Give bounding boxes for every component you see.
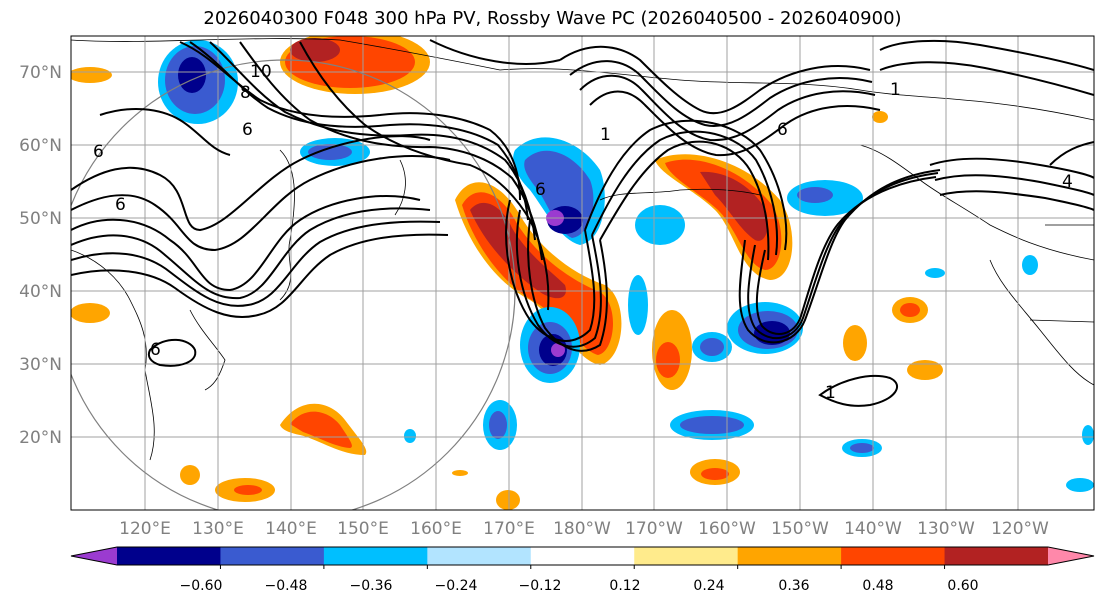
- anomaly-blob: [71, 67, 112, 83]
- lon-label: 170°W: [625, 519, 683, 539]
- lat-label: 50°N: [19, 209, 62, 229]
- lon-label: 120°W: [991, 519, 1049, 539]
- colorbar-segment: [944, 547, 1049, 565]
- colorbar-segment: [841, 547, 946, 565]
- lon-label: 120°E: [119, 519, 171, 539]
- colorbar-outline: [70, 546, 1095, 566]
- contour-label: 1: [825, 383, 836, 403]
- lon-label: 130°E: [192, 519, 244, 539]
- colorbar-tick-label: −0.36: [350, 578, 393, 594]
- anomaly-blob: [680, 416, 744, 434]
- pv-contours: [71, 39, 1094, 407]
- contour-labels: 6 6 10 8 6 6 6 1 6 1 4 1: [93, 62, 1073, 403]
- anomaly-blob: [496, 490, 520, 510]
- colorbar-segment: [323, 547, 428, 565]
- anomaly-blob: [907, 360, 943, 380]
- contour-label: 6: [777, 120, 788, 140]
- colorbar-segment: [427, 547, 532, 565]
- anomaly-blob: [1066, 478, 1094, 492]
- lat-label: 70°N: [19, 63, 62, 83]
- lon-label: 130°W: [917, 519, 975, 539]
- colorbar-tick-label: −0.24: [435, 578, 478, 594]
- anomaly-blob: [900, 303, 920, 317]
- colorbar-extend-low: [71, 547, 117, 565]
- lat-label: 20°N: [19, 428, 62, 448]
- anomaly-blob: [1082, 425, 1094, 445]
- anomaly-blob: [290, 38, 340, 62]
- anomaly-blob: [872, 111, 888, 123]
- lon-label: 140°E: [265, 519, 317, 539]
- anomaly-blob: [1022, 255, 1038, 275]
- colorbar-tick-label: 0.24: [693, 578, 724, 594]
- contour-label: 6: [150, 340, 161, 360]
- anomaly-blob: [656, 342, 680, 378]
- colorbar: [70, 546, 1095, 569]
- anomaly-blob: [701, 468, 729, 480]
- anomaly-blob: [308, 144, 352, 160]
- contour-label: 8: [240, 83, 251, 103]
- colorbar-ticks: −0.60 −0.48 −0.36 −0.24 −0.12 0.12 0.24 …: [180, 578, 979, 594]
- lon-label: 180°W: [553, 519, 611, 539]
- anomaly-blob: [797, 187, 833, 203]
- lon-label: 170°E: [483, 519, 535, 539]
- colorbar-extend-high: [1048, 547, 1094, 565]
- colorbar-segment: [220, 547, 325, 565]
- anomaly-blob: [850, 443, 874, 453]
- lon-label: 160°E: [410, 519, 462, 539]
- anomaly-blob: [551, 343, 565, 357]
- colorbar-tick-label: −0.12: [519, 578, 562, 594]
- anomaly-blob: [489, 411, 507, 439]
- anomaly-blob: [404, 429, 416, 443]
- colorbar-tick-label: −0.60: [180, 578, 223, 594]
- anomaly-blob: [700, 338, 724, 356]
- anomaly-blob: [925, 268, 945, 278]
- anomaly-shading: [71, 36, 1094, 510]
- longitude-labels: 120°E 130°E 140°E 150°E 160°E 170°E 180°…: [119, 519, 1049, 539]
- contour-label: 6: [115, 195, 126, 215]
- coastlines: [71, 38, 1094, 461]
- map-title: 2026040300 F048 300 hPa PV, Rossby Wave …: [203, 8, 902, 29]
- graticule: [71, 36, 1094, 510]
- lat-label: 40°N: [19, 282, 62, 302]
- colorbar-segment: [530, 547, 635, 565]
- anomaly-blob: [452, 470, 468, 476]
- anomaly-blob: [843, 325, 867, 361]
- contour-label: 6: [535, 180, 546, 200]
- contour-label: 4: [1062, 172, 1073, 192]
- colorbar-tick-label: 0.12: [609, 578, 640, 594]
- lon-label: 150°E: [337, 519, 389, 539]
- colorbar-tick-label: 0.36: [778, 578, 809, 594]
- colorbar-segment: [634, 547, 739, 565]
- anomaly-blob: [635, 205, 685, 245]
- lon-label: 150°W: [771, 519, 829, 539]
- contour-label: 10: [250, 62, 272, 82]
- anomaly-blob: [178, 57, 206, 93]
- anomaly-blob: [234, 485, 262, 495]
- anomaly-blob: [290, 411, 352, 448]
- colorbar-tick-label: 0.60: [947, 578, 978, 594]
- contour-label: 6: [242, 120, 253, 140]
- lat-label: 30°N: [19, 355, 62, 375]
- colorbar-tick-label: −0.48: [265, 578, 308, 594]
- lat-label: 60°N: [19, 136, 62, 156]
- colorbar-segment: [117, 547, 221, 565]
- anomaly-blob: [665, 159, 782, 270]
- contour-label: 1: [890, 80, 901, 100]
- lon-label: 140°W: [844, 519, 902, 539]
- contour-label: 6: [93, 142, 104, 162]
- anomaly-blob: [628, 275, 648, 335]
- plot-frame: [70, 35, 1095, 511]
- latitude-labels: 70°N 60°N 50°N 40°N 30°N 20°N: [19, 63, 62, 448]
- colorbar-tick-label: 0.48: [862, 578, 893, 594]
- lon-label: 160°W: [698, 519, 756, 539]
- anomaly-blob: [71, 303, 110, 323]
- contour-label: 1: [600, 125, 611, 145]
- anomaly-blob: [180, 465, 200, 485]
- colorbar-segment: [737, 547, 842, 565]
